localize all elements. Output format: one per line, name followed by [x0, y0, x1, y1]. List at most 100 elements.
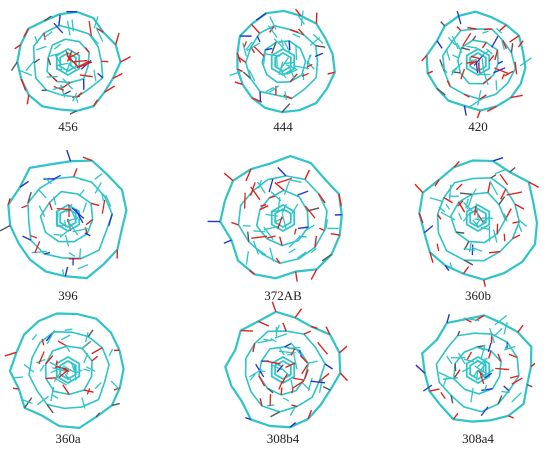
bond — [482, 368, 494, 378]
bond — [466, 45, 478, 49]
atom-bond — [325, 326, 331, 335]
atom-bond — [297, 28, 305, 36]
atom-bond — [456, 26, 462, 31]
atom-bond — [463, 105, 467, 116]
atom-bond — [444, 265, 450, 272]
atom-bond — [252, 343, 256, 353]
bond — [36, 395, 49, 406]
bond — [105, 194, 112, 208]
atom-bond — [259, 398, 263, 407]
bond — [249, 182, 256, 196]
bond — [83, 368, 91, 372]
bond — [56, 62, 69, 67]
bond — [438, 371, 453, 380]
bond — [503, 322, 508, 335]
atom-bond — [4, 351, 17, 357]
bond — [462, 32, 472, 47]
bond — [468, 98, 483, 108]
bond — [263, 338, 271, 342]
bond — [30, 234, 38, 239]
bond — [64, 234, 70, 247]
bond — [292, 377, 305, 381]
bond — [243, 192, 246, 209]
bond-ring — [244, 330, 326, 413]
bond — [517, 40, 524, 48]
atom-bond — [237, 68, 243, 73]
atom-bond — [440, 21, 446, 27]
bond — [455, 183, 463, 191]
bond — [473, 369, 479, 377]
bond — [429, 197, 444, 203]
bond — [519, 57, 532, 67]
atom-bond — [461, 47, 470, 51]
bond — [295, 44, 298, 61]
atom-bond — [459, 192, 472, 195]
bond-ring — [27, 175, 114, 260]
atom-bond — [324, 363, 333, 370]
bond — [281, 213, 287, 229]
atom-bond — [281, 103, 291, 113]
atom-bond — [339, 372, 348, 382]
bond — [288, 235, 301, 248]
bond — [21, 204, 28, 209]
bond — [75, 369, 83, 374]
atom-bond — [85, 219, 94, 226]
bond — [88, 20, 92, 37]
bond — [466, 194, 473, 210]
bond — [291, 380, 305, 389]
bond — [494, 169, 505, 175]
atom-bond — [242, 71, 251, 79]
bond — [504, 343, 508, 351]
bond — [480, 344, 486, 360]
atom-bond — [249, 269, 256, 275]
bond — [77, 264, 89, 270]
atom-bond — [530, 362, 536, 368]
bond — [23, 363, 35, 373]
atom-bond — [429, 251, 434, 264]
atom-bond — [514, 203, 525, 210]
atom-bond — [90, 202, 100, 207]
bond — [451, 35, 459, 50]
bond — [461, 367, 471, 373]
bond — [463, 358, 475, 363]
bond — [270, 337, 277, 343]
structure-label: 444 — [273, 119, 293, 134]
atom-bond — [20, 78, 27, 91]
molecule — [207, 154, 343, 282]
bond — [501, 40, 506, 50]
structure-label: 360b — [465, 288, 491, 303]
bond — [441, 65, 448, 74]
core-ring — [469, 359, 487, 381]
molecule — [421, 10, 532, 119]
atom-bond — [338, 193, 343, 207]
atom-bond — [96, 27, 104, 33]
bond — [325, 219, 329, 230]
atom-bond — [436, 213, 442, 220]
bond — [64, 90, 71, 95]
bond — [477, 62, 481, 74]
bond — [283, 61, 295, 65]
atom-bond — [319, 227, 325, 232]
bond — [290, 348, 296, 356]
bond — [265, 86, 274, 93]
bond — [38, 205, 46, 217]
atom-bond — [19, 180, 30, 188]
bond-ring — [7, 159, 128, 280]
bond — [481, 58, 485, 73]
bond — [489, 327, 495, 344]
bond — [474, 218, 485, 222]
bond — [277, 216, 283, 229]
atom-bond — [291, 404, 298, 408]
bond — [306, 54, 312, 65]
atom-bond — [91, 355, 99, 362]
bond — [297, 251, 307, 259]
bond — [253, 230, 266, 233]
bond — [304, 205, 316, 219]
bond — [65, 203, 73, 213]
bond — [71, 19, 74, 32]
atom-bond — [414, 183, 424, 194]
structure-label: 308a4 — [462, 431, 494, 446]
atom-bond — [488, 350, 492, 359]
atom-bond — [465, 318, 472, 323]
bond — [474, 365, 487, 374]
